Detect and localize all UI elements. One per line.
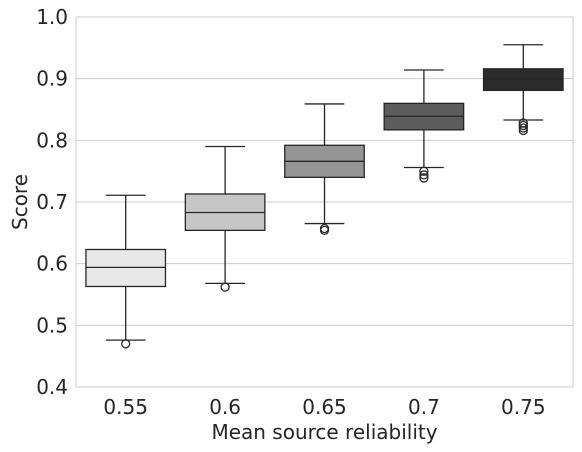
plot-frame <box>75 16 574 388</box>
y-axis-label: Score <box>8 174 32 230</box>
outlier-point <box>319 225 330 236</box>
box-0.65 <box>284 103 365 236</box>
boxes <box>85 44 564 349</box>
y-tick-label: 0.4 <box>36 375 68 399</box>
outlier-point <box>419 166 429 176</box>
box-0.75 <box>482 44 564 136</box>
box-0.7 <box>383 69 465 183</box>
y-tick-label: 0.6 <box>36 252 68 276</box>
x-tick-label: 0.55 <box>103 395 148 419</box>
box-0.55 <box>85 194 167 349</box>
x-tick-label: 0.75 <box>501 395 546 419</box>
outlier-point <box>518 120 528 131</box>
x-tick-label: 0.65 <box>302 395 347 419</box>
outlier-point <box>518 123 528 133</box>
y-tick-label: 0.5 <box>36 313 68 337</box>
y-tick-label: 0.7 <box>36 190 68 214</box>
outlier-point <box>518 125 528 136</box>
x-axis-label: Mean source reliability <box>211 420 437 444</box>
y-tick-label: 0.8 <box>36 128 68 152</box>
outlier-point <box>121 339 131 349</box>
tick-labels: 0.4 0.5 0.6 0.7 0.8 0.9 1.0 0.55 0.6 0.65 0.7 0.75 <box>36 5 545 419</box>
outlier-point <box>220 282 230 292</box>
outlier-point <box>419 173 429 183</box>
x-tick-label: 0.7 <box>408 395 440 419</box>
y-tick-label: 0.9 <box>36 67 68 91</box>
x-tick-label: 0.6 <box>209 395 241 419</box>
box-0.6 <box>184 145 266 292</box>
outlier-point <box>419 170 429 180</box>
iqr-box <box>482 68 564 92</box>
y-tick-label: 1.0 <box>36 5 68 29</box>
